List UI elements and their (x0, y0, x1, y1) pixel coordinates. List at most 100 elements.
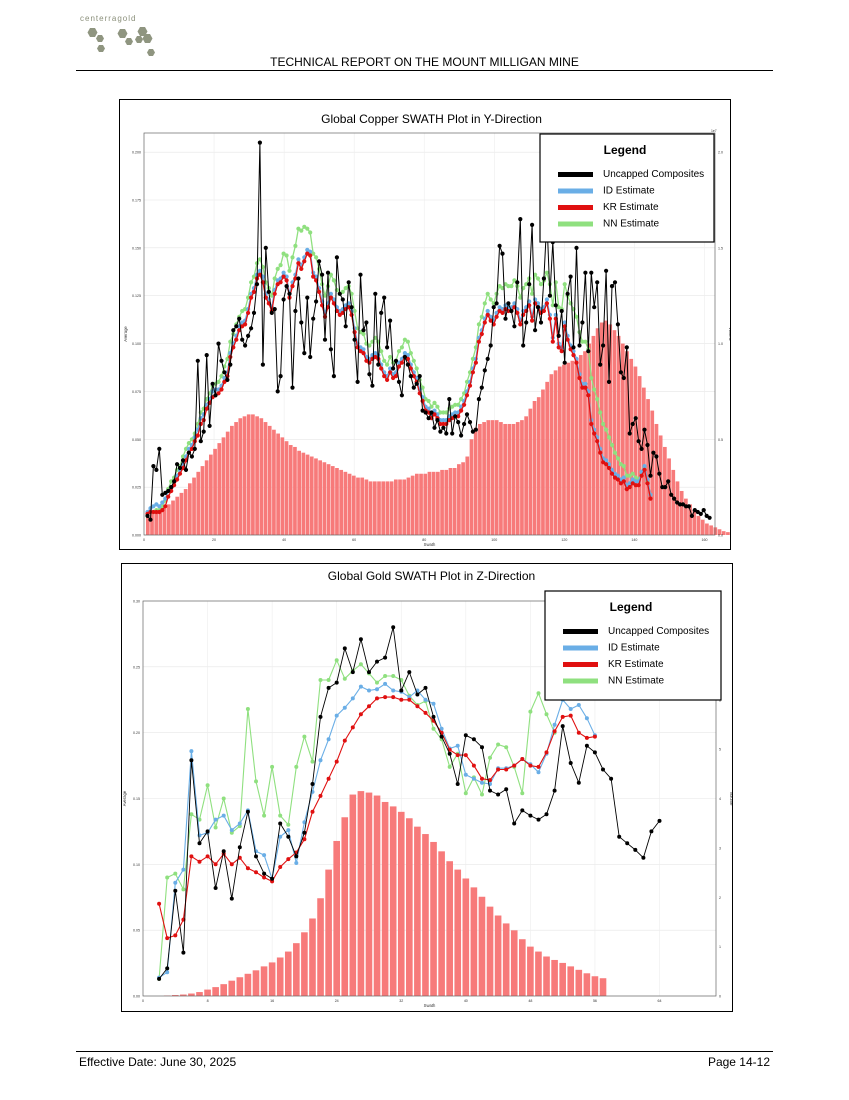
series-marker-nn (180, 454, 186, 459)
series-marker-kr (544, 750, 549, 755)
volume-bar (225, 431, 230, 535)
series-marker-uncapped (246, 333, 251, 338)
legend-swatch-uncapped (558, 172, 593, 177)
series-marker-kr (290, 284, 295, 289)
volume-bar (166, 504, 171, 535)
series-marker-kr (574, 360, 579, 365)
volume-bar (444, 469, 449, 535)
volume-bar (349, 794, 357, 996)
series-marker-kr (471, 763, 476, 768)
series-marker-uncapped (346, 280, 351, 285)
series-marker-uncapped (677, 502, 683, 507)
series-marker-kr (488, 318, 493, 323)
y-tick-label: 0.00 (133, 995, 140, 999)
series-marker-uncapped (204, 353, 209, 358)
series-marker-kr (467, 383, 473, 388)
volume-bar (217, 443, 222, 535)
y-tick-label: 0.05 (133, 929, 140, 933)
y2-axis-label: Volume (729, 792, 732, 807)
series-marker-uncapped (157, 446, 162, 451)
series-marker-uncapped (612, 280, 618, 285)
series-marker-kr (317, 289, 322, 294)
series-marker-nn (538, 282, 544, 287)
series-marker-id (435, 412, 440, 417)
series-marker-nn (480, 792, 484, 797)
series-marker-uncapped (249, 326, 254, 331)
volume-bar (557, 366, 562, 535)
x-tick-label: 16 (270, 999, 274, 1003)
series-marker-nn (302, 734, 307, 739)
series-marker-uncapped (201, 429, 206, 434)
y2-tick-label: 0.0 (718, 534, 723, 538)
volume-bar (599, 322, 604, 535)
series-marker-kr (154, 509, 159, 515)
volume-bar (519, 939, 526, 996)
series-marker-nn (459, 397, 464, 402)
volume-bar (629, 358, 634, 535)
volume-bar (470, 887, 478, 996)
volume-bar (461, 462, 465, 535)
series-marker-uncapped (391, 366, 396, 371)
series-marker-id (431, 701, 436, 706)
volume-bar (410, 475, 415, 535)
series-marker-kr (470, 370, 475, 375)
series-marker-kr (482, 320, 487, 325)
series-marker-kr (367, 360, 372, 365)
series-marker-kr (385, 377, 390, 382)
series-marker-uncapped (383, 655, 388, 660)
series-marker-kr (246, 310, 251, 315)
series-marker-kr (349, 312, 354, 317)
volume-bar (221, 437, 226, 535)
series-marker-uncapped (538, 320, 544, 325)
series-marker-kr (589, 421, 594, 427)
series-marker-uncapped (195, 358, 200, 363)
y2-tick-label: 1.5 (718, 246, 723, 250)
series-marker-uncapped (576, 780, 581, 785)
volume-bar (255, 416, 259, 535)
series-marker-uncapped (657, 818, 662, 823)
series-marker-uncapped (302, 830, 307, 835)
series-marker-id (221, 813, 226, 818)
legend-swatch-kr (563, 662, 598, 667)
volume-bar (583, 973, 591, 996)
series-marker-kr (358, 712, 363, 717)
series-marker-nn (181, 887, 186, 892)
series-marker-uncapped (205, 829, 210, 834)
series-marker-id (583, 381, 588, 386)
series-marker-uncapped (254, 282, 260, 287)
volume-bar (566, 362, 571, 535)
volume-bar (524, 416, 528, 535)
series-marker-uncapped (270, 876, 275, 881)
series-marker-kr (157, 901, 162, 906)
series-marker-uncapped (527, 282, 532, 287)
volume-bar (267, 425, 272, 535)
volume-bar (654, 423, 659, 535)
logo-wordmark: centerragold (80, 14, 137, 23)
series-marker-kr (216, 391, 221, 396)
volume-bar (427, 471, 432, 535)
volume-bar (535, 951, 542, 996)
series-marker-uncapped (568, 761, 573, 765)
series-marker-nn (382, 358, 387, 363)
series-marker-kr (302, 259, 307, 264)
x-tick-label: 140 (631, 538, 637, 542)
series-marker-id (367, 688, 371, 693)
volume-bar (440, 469, 444, 535)
y-axis-label: Average (123, 326, 128, 342)
volume-bar (452, 468, 457, 535)
series-marker-kr (284, 278, 289, 283)
y-tick-label: 0.150 (132, 246, 141, 250)
series-marker-uncapped (367, 670, 371, 675)
volume-bar (309, 456, 314, 535)
volume-bar (478, 423, 482, 535)
series-marker-kr (177, 471, 183, 476)
series-marker-nn (278, 813, 283, 818)
series-marker-uncapped (311, 316, 316, 321)
volume-bar (465, 456, 470, 535)
volume-bar (527, 946, 534, 996)
volume-bar (562, 364, 566, 535)
volume-bar (293, 943, 300, 996)
series-marker-uncapped (601, 767, 605, 772)
series-marker-nn (294, 764, 299, 769)
y-tick-label: 0.200 (132, 151, 141, 155)
